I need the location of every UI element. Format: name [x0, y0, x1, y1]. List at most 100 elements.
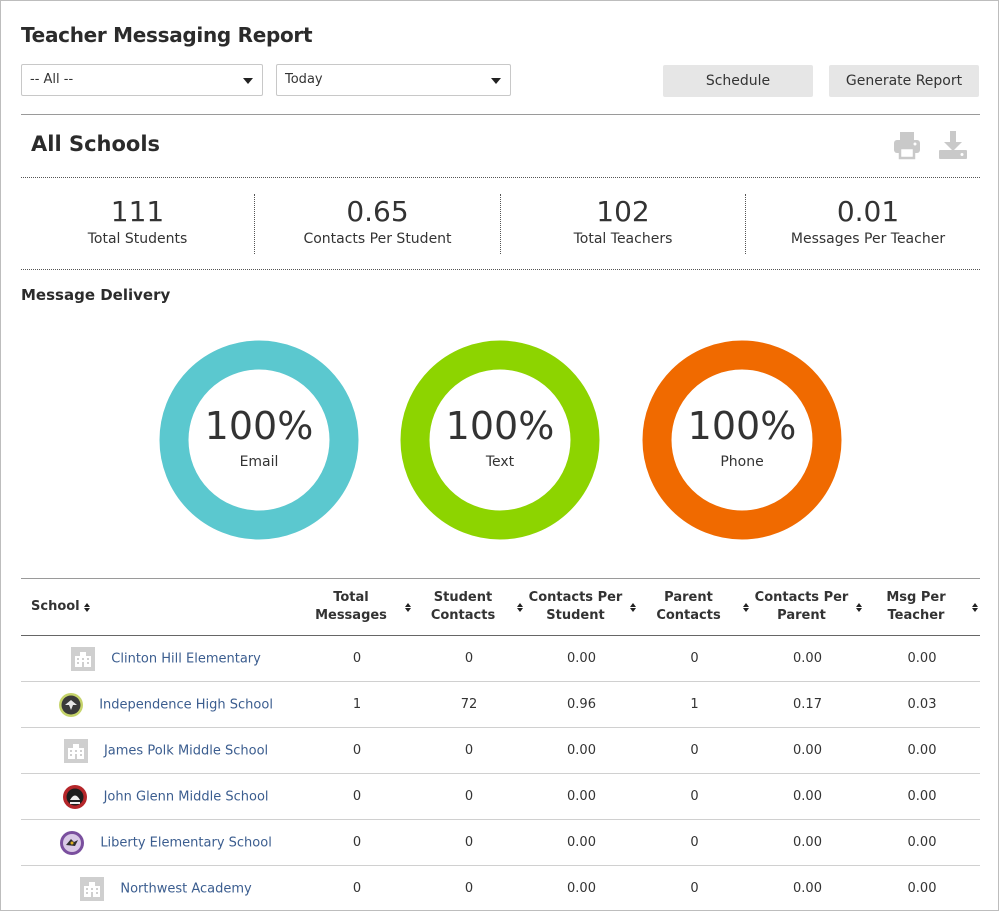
school-cell: James Polk Middle School: [21, 727, 301, 774]
donut-label: Phone: [720, 454, 764, 470]
donut-email: 100% Email: [159, 340, 359, 540]
cell-msg-per-teacher: 0.00: [864, 819, 980, 866]
table-row: Liberty Elementary School 0 0 0.00 0 0.0…: [21, 819, 980, 866]
donut-percent: 100%: [445, 404, 555, 448]
column-header-contacts-per-parent[interactable]: Contacts Per Parent: [751, 578, 864, 636]
date-filter-value: Today: [285, 72, 323, 87]
column-header-label: Messages: [315, 608, 387, 623]
column-header-parent-contacts[interactable]: Parent Contacts: [638, 578, 751, 636]
table-header-row: School Total Messages Student Contacts Con…: [21, 578, 980, 636]
stat-value: 0.65: [346, 195, 409, 228]
cell-contacts-per-parent: 0.00: [751, 865, 864, 910]
stat-separator: [254, 194, 255, 254]
table-row: Clinton Hill Elementary 0 0 0.00 0 0.00 …: [21, 635, 980, 682]
cell-msg-per-teacher: 0.00: [864, 635, 980, 682]
column-header-school[interactable]: School: [21, 578, 301, 636]
table-row: John Glenn Middle School 0 0 0.00 0 0.00…: [21, 773, 980, 820]
column-header-label: School: [31, 599, 80, 614]
stat-value: 0.01: [836, 195, 900, 228]
cell-contacts-per-student: 0.96: [525, 681, 638, 728]
column-header-label: Contacts Per: [754, 590, 849, 605]
divider: [21, 177, 980, 178]
school-link[interactable]: Liberty Elementary School: [100, 835, 272, 850]
schedule-button[interactable]: Schedule: [663, 65, 813, 97]
column-header-msg-per-teacher[interactable]: Msg Per Teacher: [864, 578, 980, 636]
sort-icon[interactable]: [856, 602, 864, 612]
stat-contacts-per-student: 0.65 Contacts Per Student: [255, 194, 500, 254]
cell-student-contacts: 72: [413, 681, 525, 728]
school-link[interactable]: James Polk Middle School: [103, 743, 269, 758]
column-header-label: Total: [333, 590, 369, 605]
sort-icon[interactable]: [405, 602, 413, 612]
school-filter-value: -- All --: [30, 72, 74, 87]
cell-contacts-per-parent: 0.00: [751, 727, 864, 774]
sort-icon[interactable]: [972, 602, 980, 612]
section-title: All Schools: [31, 132, 161, 156]
divider: [21, 269, 980, 270]
cell-total-messages: 0: [301, 819, 413, 866]
cell-msg-per-teacher: 0.03: [864, 681, 980, 728]
cell-contacts-per-student: 0.00: [525, 865, 638, 910]
cell-contacts-per-student: 0.00: [525, 819, 638, 866]
sort-icon[interactable]: [83, 602, 92, 612]
stat-total-teachers: 102 Total Teachers: [501, 194, 745, 254]
schools-table: School Total Messages Student Contacts Con…: [21, 578, 980, 910]
cell-student-contacts: 0: [413, 819, 525, 866]
column-header-contacts-per-student[interactable]: Contacts Per Student: [525, 578, 638, 636]
cell-parent-contacts: 0: [638, 773, 751, 820]
column-header-total-messages[interactable]: Total Messages: [301, 578, 413, 636]
table-row: James Polk Middle School 0 0 0.00 0 0.00…: [21, 727, 980, 774]
stat-messages-per-teacher: 0.01 Messages Per Teacher: [746, 194, 990, 254]
cell-student-contacts: 0: [413, 635, 525, 682]
cell-student-contacts: 0: [413, 727, 525, 774]
column-header-label: Parent: [777, 608, 826, 623]
column-header-label: Student: [433, 590, 493, 605]
stat-value: 102: [596, 195, 650, 228]
stat-total-students: 111 Total Students: [21, 194, 254, 254]
cell-student-contacts: 0: [413, 865, 525, 910]
column-header-label: Student: [546, 608, 605, 623]
school-link[interactable]: Clinton Hill Elementary: [111, 651, 261, 666]
print-icon[interactable]: [891, 129, 923, 161]
cell-contacts-per-parent: 0.00: [751, 773, 864, 820]
cell-total-messages: 1: [301, 681, 413, 728]
school-cell: Liberty Elementary School: [21, 819, 301, 866]
cell-contacts-per-student: 0.00: [525, 727, 638, 774]
school-link[interactable]: Northwest Academy: [120, 881, 252, 896]
column-header-student-contacts[interactable]: Student Contacts: [413, 578, 525, 636]
table-row: Independence High School 1 72 0.96 1 0.1…: [21, 681, 980, 728]
stat-value: 111: [110, 195, 165, 228]
cell-contacts-per-student: 0.00: [525, 635, 638, 682]
school-link[interactable]: Independence High School: [99, 697, 273, 712]
stat-label: Total Students: [87, 231, 188, 247]
mascot-logo: [63, 784, 88, 809]
cell-total-messages: 0: [301, 635, 413, 682]
date-filter-select[interactable]: Today: [276, 64, 511, 96]
chevron-down-icon: [491, 78, 501, 84]
school-link[interactable]: John Glenn Middle School: [103, 789, 269, 804]
column-header-label: Contacts: [430, 608, 496, 623]
cell-parent-contacts: 0: [638, 865, 751, 910]
cell-parent-contacts: 0: [638, 727, 751, 774]
building-icon: [71, 646, 96, 671]
sort-icon[interactable]: [630, 602, 638, 612]
download-icon[interactable]: [937, 129, 969, 161]
stat-separator: [745, 194, 746, 254]
school-cell: John Glenn Middle School: [21, 773, 301, 820]
column-header-label: Parent: [664, 590, 713, 605]
school-filter-select[interactable]: -- All --: [21, 64, 263, 96]
school-cell: Independence High School: [21, 681, 301, 728]
divider: [21, 114, 980, 115]
table-row: Northwest Academy 0 0 0.00 0 0.00 0.00: [21, 865, 980, 910]
cell-student-contacts: 0: [413, 773, 525, 820]
cell-contacts-per-parent: 0.17: [751, 681, 864, 728]
donut-label: Text: [485, 454, 515, 470]
page-title: Teacher Messaging Report: [21, 23, 313, 47]
generate-report-button[interactable]: Generate Report: [829, 65, 979, 97]
cell-total-messages: 0: [301, 727, 413, 774]
chevron-down-icon: [243, 78, 253, 84]
sort-icon[interactable]: [517, 602, 525, 612]
sort-icon[interactable]: [743, 602, 751, 612]
school-cell: Northwest Academy: [21, 865, 301, 910]
